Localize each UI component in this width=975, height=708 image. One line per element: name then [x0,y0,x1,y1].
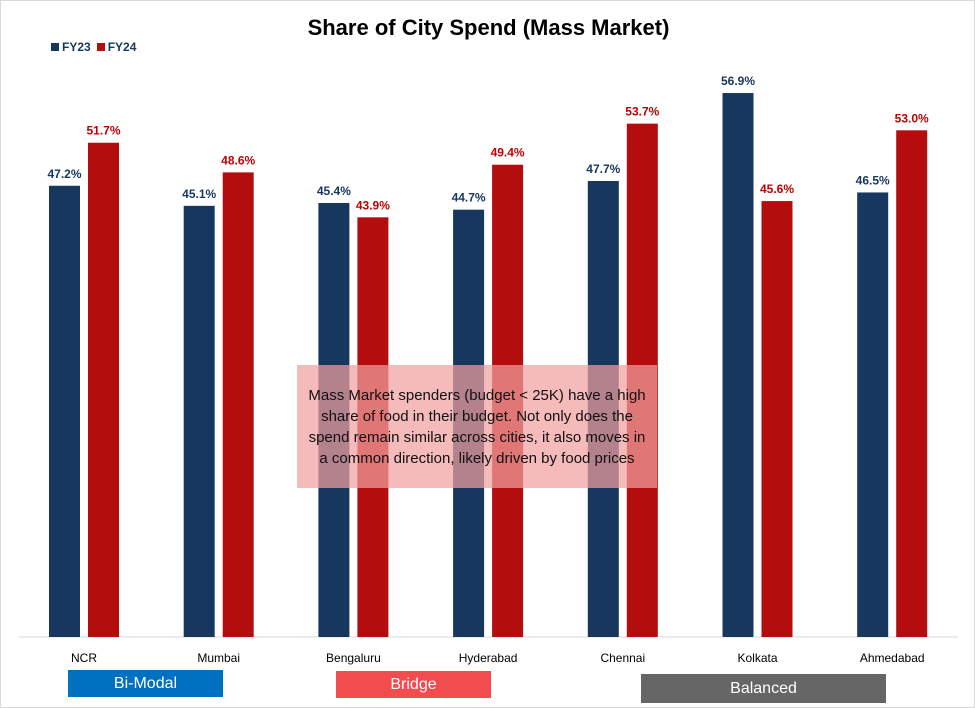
x-tick-label: Chennai [600,651,645,665]
bar-fy23-mumbai [183,205,215,637]
group-tag-bridge: Bridge [336,671,491,698]
bar-fy24-mumbai [222,172,254,637]
group-tag-balanced: Balanced [641,674,886,703]
x-tick-label: NCR [71,651,97,665]
x-tick-label: Hyderabad [459,651,518,665]
legend-item-fy24: FY24 [96,40,137,54]
legend-swatch [96,43,105,51]
data-label: 56.9% [721,74,755,88]
legend-item-fy23: FY23 [51,40,91,54]
legend-swatch [51,43,59,51]
bar-fy23-ahmedabad [857,192,889,637]
data-label: 47.7% [586,162,620,176]
x-tick-label: Mumbai [197,651,240,665]
bar-fy23-ncr [49,185,80,637]
x-tick-label: Ahmedabad [860,651,925,665]
data-label: 51.7% [86,124,120,138]
data-label: 48.6% [221,153,255,167]
bar-fy24-kolkata [761,201,793,637]
data-label: 49.4% [491,146,525,160]
data-label: 53.0% [895,111,929,125]
legend-label: FY24 [107,40,137,54]
data-label: 53.7% [625,105,659,119]
data-label: 45.1% [182,187,216,201]
chart-title: Share of City Spend (Mass Market) [307,15,670,40]
data-label: 46.5% [856,173,890,187]
legend: FY23 FY24 [51,40,136,54]
group-tag-bi-modal: Bi-Modal [68,670,223,697]
data-label: 45.4% [317,184,351,198]
bar-fy24-ahmedabad [896,130,928,637]
data-label: 47.2% [47,167,81,181]
data-label: 43.9% [356,198,390,212]
x-tick-label: Bengaluru [326,651,381,665]
data-label: 45.6% [760,182,794,196]
annotation-box: Mass Market spenders (budget < 25K) have… [297,365,657,488]
x-tick-label: Kolkata [737,651,777,665]
bar-fy24-ncr [88,142,119,638]
legend-label: FY23 [62,40,91,54]
data-label: 44.7% [452,191,486,205]
bar-fy23-kolkata [722,93,754,637]
